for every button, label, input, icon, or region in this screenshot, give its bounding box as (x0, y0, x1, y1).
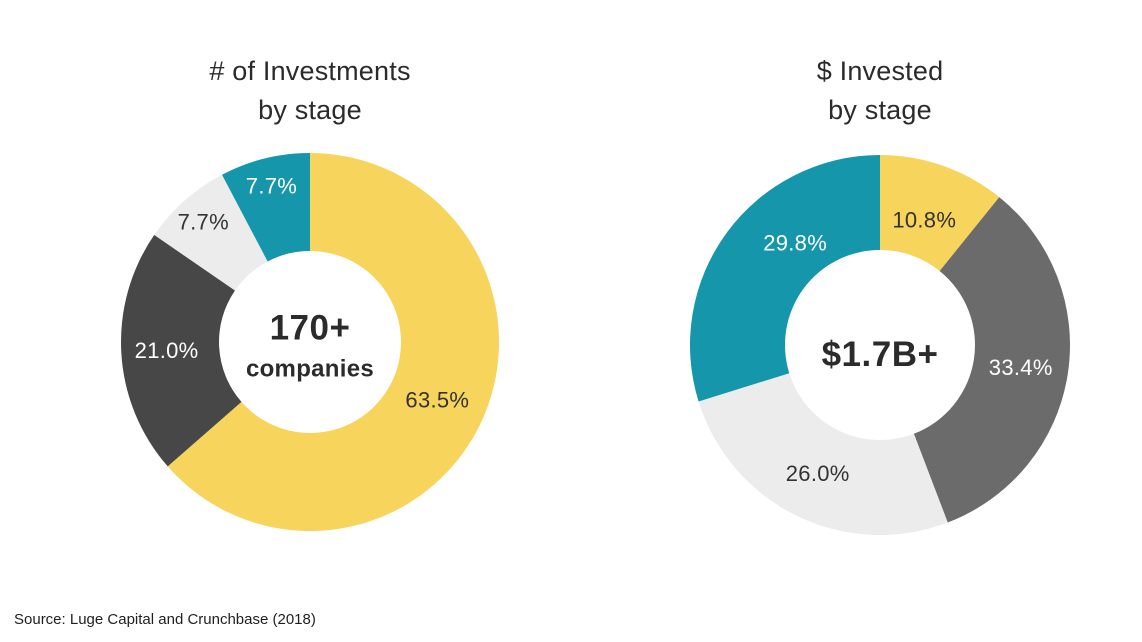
donut-slice (167, 153, 499, 531)
slice-label: 29.8% (763, 230, 827, 255)
chart-title-line: $ Invested (816, 56, 944, 86)
donut-slice (154, 174, 268, 291)
chart-title-line: by stage (828, 95, 932, 125)
slice-label: 26.0% (786, 461, 850, 486)
slice-label: 7.7% (246, 174, 297, 199)
donut-center-label: 170+ companies (246, 309, 374, 384)
slice-label: 10.8% (892, 207, 956, 232)
chart-title-investments: # of Investments by stage (100, 52, 520, 130)
chart-title-invested: $ Invested by stage (670, 52, 1090, 130)
slice-label: 33.4% (989, 355, 1053, 380)
center-value: 170+ (269, 308, 351, 348)
donut-chart-invested: 10.8% 33.4% 26.0% 29.8% (690, 155, 1070, 535)
slice-label: 63.5% (405, 388, 469, 413)
chart-title-line: # of Investments (209, 56, 411, 86)
donut-slice (913, 197, 1070, 523)
center-caption: companies (245, 355, 375, 383)
donut-slice (880, 155, 1000, 272)
chart-title-line: by stage (258, 95, 362, 125)
slice-label: 7.7% (178, 210, 229, 235)
donut-slice (690, 155, 880, 402)
donut-slice (121, 234, 242, 467)
donut-slice (222, 153, 310, 262)
donut-slice (698, 373, 948, 535)
slice-label: 21.0% (135, 338, 199, 363)
source-note: Source: Luge Capital and Crunchbase (201… (14, 611, 316, 628)
center-value: $1.7B+ (821, 335, 939, 374)
donut-center-label: $1.7B+ (822, 335, 939, 375)
donut-chart-investments: 63.5% 21.0% 7.7% 7.7% (121, 153, 499, 531)
